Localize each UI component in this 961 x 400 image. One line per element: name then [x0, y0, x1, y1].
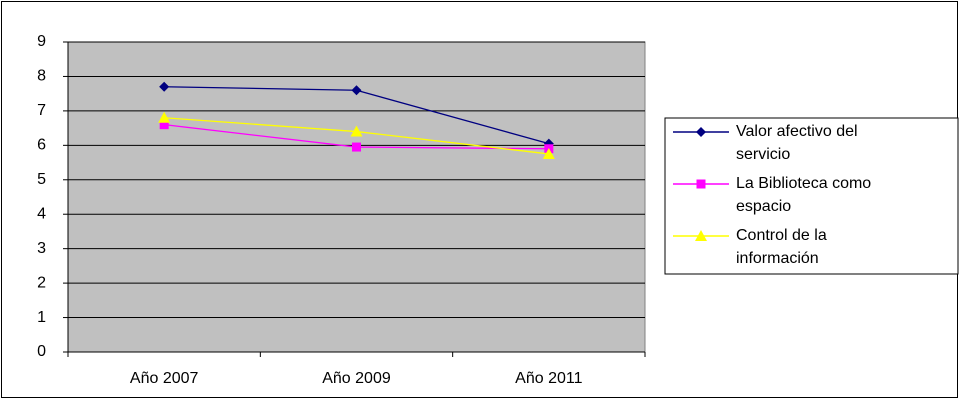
marker: [695, 230, 707, 241]
x-tick-label: Año 2011: [515, 370, 582, 387]
y-tick-label: 8: [37, 68, 46, 85]
y-tick-label: 1: [37, 309, 46, 326]
y-tick-label: 5: [37, 171, 46, 188]
marker: [350, 125, 363, 137]
x-tick-label: Año 2007: [130, 370, 199, 387]
y-tick-label: 2: [37, 274, 46, 291]
legend-label-line: servicio: [736, 146, 790, 163]
legend-label-line: Control de la: [736, 227, 827, 244]
y-tick-label: 3: [37, 240, 46, 257]
y-tick-label: 6: [37, 137, 46, 154]
marker: [696, 179, 706, 189]
legend-label: Valor afectivo del servicio: [736, 123, 858, 163]
marker: [542, 147, 555, 159]
legend-label-line: La Biblioteca como: [736, 175, 871, 192]
legend-label-line: información: [736, 250, 819, 267]
legend-label-line: Valor afectivo del: [736, 123, 858, 140]
marker: [352, 142, 361, 152]
marker: [158, 111, 171, 123]
marker: [159, 81, 170, 92]
marker: [696, 127, 706, 137]
y-tick-label: 7: [37, 102, 46, 119]
legend: [664, 117, 959, 275]
y-tick-label: 4: [37, 205, 46, 222]
legend-label: La Biblioteca como espacio: [736, 175, 871, 215]
legend-label: Control de la información: [736, 227, 827, 267]
marker: [351, 85, 362, 96]
marker: [159, 120, 169, 130]
legend-label-line: espacio: [736, 198, 791, 215]
x-tick-label: Año 2009: [322, 370, 391, 387]
y-tick-label: 9: [37, 33, 46, 50]
y-tick-label: 0: [37, 343, 46, 360]
